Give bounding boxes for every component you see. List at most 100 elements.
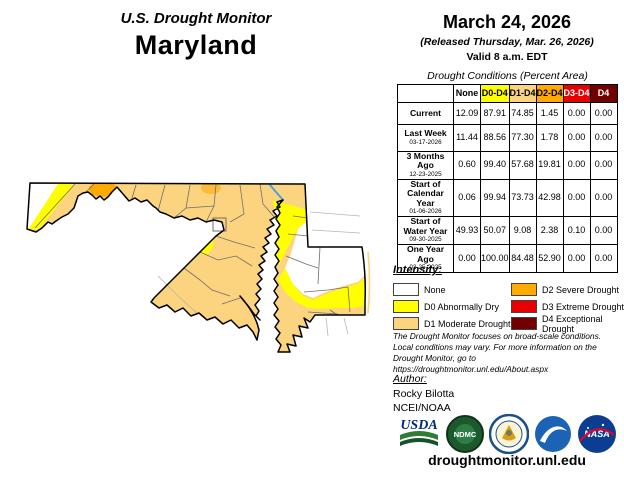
author-name: Rocky Bilotta — [393, 388, 455, 400]
valid-time: Valid 8 a.m. EDT — [466, 51, 548, 63]
percent-value: 0.06 — [453, 178, 481, 218]
noaa-bird-icon — [540, 426, 567, 443]
row-date: 01-06-2026 — [409, 208, 442, 216]
out-of-state-lines — [157, 211, 361, 337]
drought-conditions-table: None D0-D4 D1-D4 D2-D4 D3-D4 D4 Current 12.09 8… — [397, 84, 618, 273]
percent-value: 57.68 — [508, 151, 537, 180]
percent-value: 49.93 — [453, 216, 481, 246]
author-label: Author: — [393, 373, 427, 385]
noaa-logo — [535, 416, 571, 452]
percent-value: 73.73 — [508, 178, 537, 218]
nasa-logo: NASA — [578, 415, 616, 453]
percent-value: 52.90 — [535, 244, 564, 273]
percent-value: 0.00 — [589, 102, 618, 125]
dc-square — [212, 217, 227, 232]
legend-swatch — [393, 300, 419, 313]
agency-logo-row: USDA NDMC NASA — [392, 414, 622, 454]
percent-value: 0.00 — [562, 124, 591, 152]
percent-value: 74.85 — [508, 102, 537, 125]
table-row: One Year Ago 03-25-2025 0.00 100.00 84.48 52.… — [397, 244, 618, 273]
legend-item: None — [393, 281, 511, 298]
row-label: One Year Ago 03-25-2025 — [397, 244, 454, 273]
percent-value: 9.08 — [508, 216, 537, 246]
legend-swatch — [511, 300, 537, 313]
state-title: Maryland — [134, 30, 258, 60]
percent-value: 99.94 — [480, 178, 510, 218]
table-row: Start of Water Year 09-30-2025 49.93 50.07 9… — [397, 216, 618, 246]
intensity-legend: Intensity: None D0 Abnormally Dry D1 Moder… — [393, 264, 624, 334]
table-header-row: None D0-D4 D1-D4 D2-D4 D3-D4 D4 — [397, 84, 618, 103]
percent-value: 1.45 — [535, 102, 564, 125]
legend-item: D4 Exceptional Drought — [511, 313, 624, 334]
nasa-logo-text: NASA — [584, 429, 610, 439]
percent-value: 0.00 — [562, 178, 591, 218]
author-org: NCEI/NOAA — [393, 402, 451, 414]
row-date: 12-23-2025 — [409, 170, 442, 178]
table-caption: Drought Conditions (Percent Area) — [427, 70, 588, 82]
percent-value: 100.00 — [480, 244, 510, 273]
legend-item: D2 Severe Drought — [511, 281, 624, 298]
corner-cell — [397, 84, 454, 103]
percent-value: 84.48 — [508, 244, 537, 273]
column-header-d0-d4: D0-D4 — [480, 84, 510, 103]
region-none-west — [27, 183, 58, 230]
legend-item: D3 Extreme Drought — [511, 298, 624, 315]
legend-swatch — [393, 283, 419, 296]
percent-value: 11.44 — [453, 124, 481, 152]
percent-value: 19.81 — [535, 151, 564, 180]
legend-item: D1 Moderate Drought — [393, 315, 511, 332]
legend-label: D3 Extreme Drought — [542, 301, 624, 312]
legend-swatch — [393, 317, 419, 330]
column-header-d2-d4: D2-D4 — [535, 84, 564, 103]
row-label: Current — [397, 102, 454, 125]
table-row: Current 12.09 87.91 74.85 1.45 0.00 0.00 — [397, 102, 618, 125]
percent-value: 0.00 — [589, 178, 618, 218]
footer-url: droughtmonitor.unl.edu — [428, 452, 586, 468]
column-header-d1-d4: D1-D4 — [508, 84, 537, 103]
legend-swatch — [511, 317, 537, 330]
table-row: 3 Months Ago 12-23-2025 0.60 99.40 57.68 19.8… — [397, 151, 618, 180]
percent-value: 0.00 — [562, 102, 591, 125]
usdm-title: U.S. Drought Monitor — [120, 10, 272, 27]
commerce-seal-logo — [489, 414, 529, 454]
column-header-d4: D4 — [589, 84, 618, 103]
percent-value: 0.00 — [589, 151, 618, 180]
region-d2-hancock — [89, 183, 117, 197]
percent-value: 87.91 — [480, 102, 510, 125]
region-none-eastern-shore — [285, 220, 365, 298]
legend-label: D0 Abnormally Dry — [424, 301, 500, 312]
legend-label: D2 Severe Drought — [542, 284, 620, 295]
percent-value: 42.98 — [535, 178, 564, 218]
percent-value: 99.40 — [480, 151, 510, 180]
maryland-drought-map — [8, 156, 384, 356]
row-label: Start of Calendar Year 01-06-2026 — [397, 178, 454, 218]
percent-value: 50.07 — [480, 216, 510, 246]
legend-item: D0 Abnormally Dry — [393, 298, 511, 315]
ndmc-logo: NDMC — [446, 415, 484, 453]
usda-logo: USDA — [400, 418, 438, 446]
row-date: 09-30-2025 — [409, 236, 442, 244]
column-header-none: None — [453, 84, 481, 103]
percent-value: 0.10 — [562, 216, 591, 246]
legend-label: D4 Exceptional Drought — [542, 313, 603, 334]
usda-logo-text: USDA — [400, 418, 437, 433]
percent-value: 0.00 — [453, 244, 481, 273]
county-lines — [34, 183, 351, 323]
table-row: Start of Calendar Year 01-06-2026 0.06 99.9… — [397, 178, 618, 218]
legend-grid: None D0 Abnormally Dry D1 Moderate Drought… — [393, 281, 624, 334]
column-header-d3-d4: D3-D4 — [562, 84, 591, 103]
percent-value: 0.00 — [562, 151, 591, 180]
legend-title: Intensity: — [393, 264, 442, 276]
legend-label: None — [424, 284, 446, 295]
date-block: March 24, 2026 (Released Thursday, Mar. … — [392, 12, 622, 63]
legend-swatch — [511, 283, 537, 296]
row-date: 03-25-2025 — [409, 264, 442, 272]
region-d0-lower-shore — [278, 268, 365, 309]
percent-value: 0.60 — [453, 151, 481, 180]
row-date: 03-17-2026 — [409, 138, 442, 146]
author-block: Author: Rocky Bilotta NCEI/NOAA — [393, 373, 454, 414]
region-d0-upper-shore — [272, 200, 308, 265]
percent-value: 88.56 — [480, 124, 510, 152]
table-row: Last Week 03-17-2026 11.44 88.56 77.30 1.78 0.… — [397, 124, 618, 152]
percent-value: 1.78 — [535, 124, 564, 152]
